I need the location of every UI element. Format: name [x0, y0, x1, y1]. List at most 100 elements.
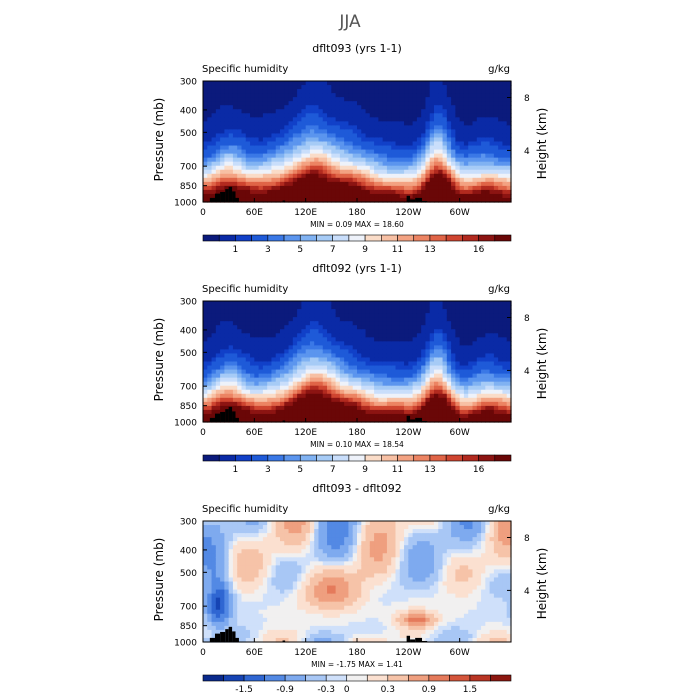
- heatmap-cell: [455, 397, 461, 403]
- heatmap-cell: [241, 121, 247, 126]
- heatmap-cell: [280, 145, 285, 151]
- heatmap-cell: [241, 585, 247, 591]
- heatmap-cell: [395, 113, 401, 118]
- heatmap-cell: [378, 129, 384, 135]
- heatmap-cell: [314, 181, 320, 187]
- heatmap-cell: [314, 329, 320, 334]
- heatmap-cell: [262, 121, 268, 126]
- heatmap-cell: [262, 385, 268, 391]
- heatmap-cell: [446, 189, 452, 195]
- heatmap-cell: [284, 109, 290, 114]
- heatmap-cell: [220, 549, 225, 554]
- heatmap-cell: [455, 405, 461, 411]
- heatmap-cell: [271, 153, 277, 159]
- heatmap-cell: [241, 169, 247, 175]
- heatmap-cell: [348, 89, 354, 94]
- heatmap-cell: [220, 133, 225, 139]
- heatmap-cell: [352, 165, 358, 171]
- heatmap-cell: [267, 597, 273, 603]
- heatmap-cell: [361, 141, 367, 147]
- heatmap-cell: [245, 613, 251, 619]
- heatmap-cell: [399, 353, 405, 359]
- heatmap-cell: [361, 161, 367, 167]
- heatmap-cell: [438, 193, 444, 199]
- heatmap-cell: [271, 605, 277, 611]
- heatmap-cell: [245, 333, 251, 338]
- heatmap-cell: [228, 553, 234, 558]
- heatmap-cell: [245, 321, 251, 326]
- heatmap-cell: [459, 177, 465, 183]
- heatmap-cell: [446, 385, 452, 391]
- heatmap-cell: [365, 141, 371, 147]
- heatmap-cell: [408, 377, 414, 383]
- heatmap-cell: [481, 97, 486, 102]
- heatmap-cell: [408, 153, 414, 159]
- heatmap-cell: [215, 385, 221, 391]
- heatmap-cell: [352, 117, 358, 122]
- heatmap-cell: [220, 325, 225, 330]
- heatmap-cell: [378, 101, 384, 106]
- heatmap-cell: [421, 121, 427, 126]
- heatmap-cell: [331, 357, 337, 363]
- heatmap-cell: [365, 373, 371, 379]
- heatmap-cell: [472, 81, 478, 86]
- heatmap-cell: [292, 153, 298, 159]
- heatmap-cell: [459, 185, 465, 191]
- heatmap-cell: [207, 529, 213, 534]
- heatmap-cell: [292, 161, 298, 167]
- heatmap-cell: [232, 581, 238, 587]
- heatmap-cell: [224, 305, 230, 310]
- heatmap-cell: [241, 81, 247, 86]
- heatmap-cell: [348, 149, 354, 155]
- heatmap-cell: [215, 605, 221, 611]
- heatmap-cell: [476, 109, 482, 114]
- heatmap-cell: [344, 97, 350, 102]
- heatmap-cell: [421, 349, 427, 355]
- heatmap-cell: [344, 325, 350, 330]
- heatmap-cell: [284, 301, 290, 306]
- heatmap-cell: [365, 101, 371, 106]
- heatmap-cell: [258, 117, 264, 122]
- heatmap-cell: [446, 305, 452, 310]
- heatmap-cell: [378, 121, 384, 126]
- heatmap-cell: [301, 117, 307, 122]
- heatmap-cell: [301, 369, 307, 375]
- heatmap-cell: [489, 413, 495, 419]
- heatmap-cell: [395, 197, 401, 203]
- heatmap-cell: [297, 305, 302, 310]
- heatmap-cell: [254, 309, 260, 314]
- heatmap-cell: [442, 325, 448, 330]
- colorbar-bin: [267, 454, 285, 462]
- heatmap-cell: [442, 153, 448, 159]
- heatmap-cell: [404, 89, 409, 94]
- heatmap-cell: [369, 389, 375, 395]
- heatmap-cell: [485, 333, 491, 338]
- heatmap-cell: [455, 309, 461, 314]
- heatmap-cell: [421, 329, 427, 334]
- heatmap-cell: [267, 173, 273, 179]
- heatmap-cell: [412, 93, 418, 98]
- heatmap-cell: [267, 169, 273, 175]
- heatmap-cell: [438, 185, 444, 191]
- heatmap-cell: [498, 405, 504, 411]
- heatmap-cell: [250, 85, 255, 90]
- heatmap-cell: [404, 405, 409, 411]
- heatmap-cell: [271, 85, 277, 90]
- heatmap-cell: [203, 169, 208, 175]
- heatmap-cell: [463, 365, 469, 371]
- heatmap-cell: [391, 113, 397, 118]
- heatmap-cell: [361, 301, 367, 306]
- heatmap-cell: [224, 577, 230, 583]
- heatmap-cell: [245, 85, 251, 90]
- heatmap-cell: [429, 401, 435, 407]
- heatmap-cell: [502, 109, 508, 114]
- heatmap-cell: [357, 89, 362, 94]
- heatmap-cell: [451, 157, 456, 163]
- heatmap-cell: [331, 173, 337, 179]
- heatmap-cell: [386, 177, 392, 183]
- heatmap-cell: [455, 117, 461, 122]
- heatmap-cell: [318, 197, 324, 203]
- heatmap-cell: [476, 329, 482, 334]
- heatmap-cell: [224, 533, 230, 538]
- heatmap-cell: [335, 161, 341, 167]
